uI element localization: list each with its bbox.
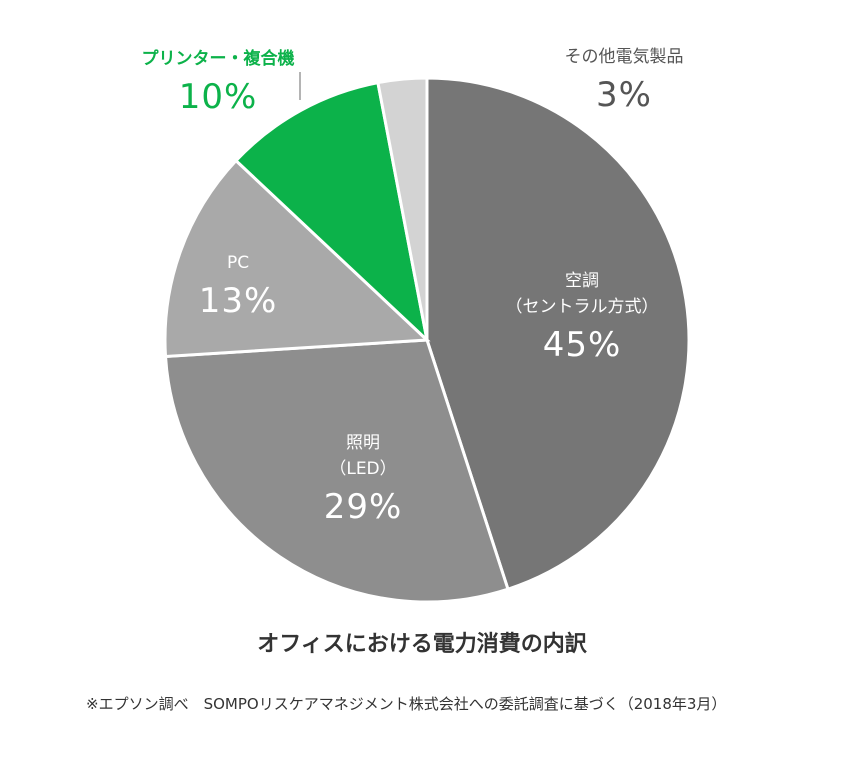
slice-label: その他電気製品 <box>565 47 684 67</box>
slice-value-label: 45% <box>543 325 622 365</box>
chart-title: オフィスにおける電力消費の内訳 <box>257 632 587 657</box>
pie-slice <box>163 338 510 604</box>
slice-value-label: 29% <box>324 487 403 527</box>
pie-slice <box>233 80 430 345</box>
slice-label: プリンター・複合機 <box>142 48 295 69</box>
pie-chart: 空調 （セントラル方式） 45% 照明 （LED） 29% PC 13% プリンター・複合機 10… <box>142 47 691 604</box>
pie-slice <box>163 158 431 359</box>
slice-label: PC <box>227 253 249 273</box>
source-footnote: ※エプソン調べ SOMPOリスケアマネジメント株式会社への委託調査に基づく（20… <box>86 695 727 713</box>
slice-value-label: 3% <box>596 75 652 115</box>
slice-label: 照明 <box>346 433 380 453</box>
slice-sublabel: （セントラル方式） <box>506 297 659 317</box>
slice-label: 空調 <box>565 271 599 291</box>
slice-value-label: 10% <box>179 77 258 117</box>
pie-slice <box>376 76 429 341</box>
slice-value-label: 13% <box>199 281 278 321</box>
slice-sublabel: （LED） <box>329 459 396 479</box>
pie-slice <box>425 76 691 592</box>
